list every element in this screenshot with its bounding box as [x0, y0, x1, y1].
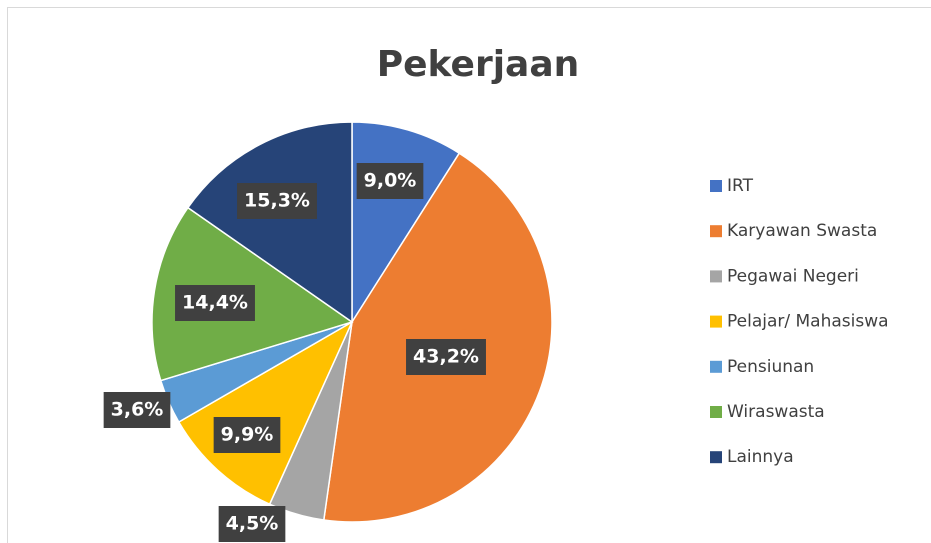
legend-swatch — [710, 270, 722, 283]
pie-slice — [186, 121, 353, 324]
data-label: 3,6% — [111, 399, 164, 421]
legend-label: Lainnya — [727, 447, 794, 467]
legend-label: Pensiunan — [727, 357, 814, 377]
data-label: 43,2% — [413, 346, 479, 368]
chart-title: Pekerjaan — [377, 44, 580, 85]
legend-swatch — [710, 406, 722, 418]
data-label: 9,0% — [364, 170, 417, 192]
data-label: 15,3% — [244, 190, 310, 212]
pie-slice — [322, 152, 553, 523]
legend-swatch — [710, 225, 722, 238]
data-label-box — [406, 339, 486, 375]
data-label-box — [218, 506, 286, 542]
data-label-box — [213, 417, 281, 453]
legend-label: Wiraswasta — [727, 402, 825, 422]
data-label-box — [356, 163, 424, 199]
pie-slice — [177, 320, 354, 506]
data-label: 14,4% — [182, 292, 248, 314]
legend-label: Pegawai Negeri — [727, 266, 859, 286]
data-label: 4,5% — [226, 513, 279, 535]
legend-label: IRT — [727, 176, 754, 196]
data-label-box — [237, 183, 317, 219]
legend-swatch — [710, 360, 722, 373]
data-label: 9,9% — [221, 424, 274, 446]
legend-label: Karyawan Swasta — [727, 221, 877, 241]
legend-label: Pelajar/ Mahasiswa — [727, 312, 889, 332]
legend-swatch — [710, 451, 722, 464]
data-label-box — [175, 285, 255, 321]
legend-swatch — [710, 315, 722, 328]
data-label-box — [103, 392, 171, 428]
legend-swatch — [710, 180, 722, 192]
